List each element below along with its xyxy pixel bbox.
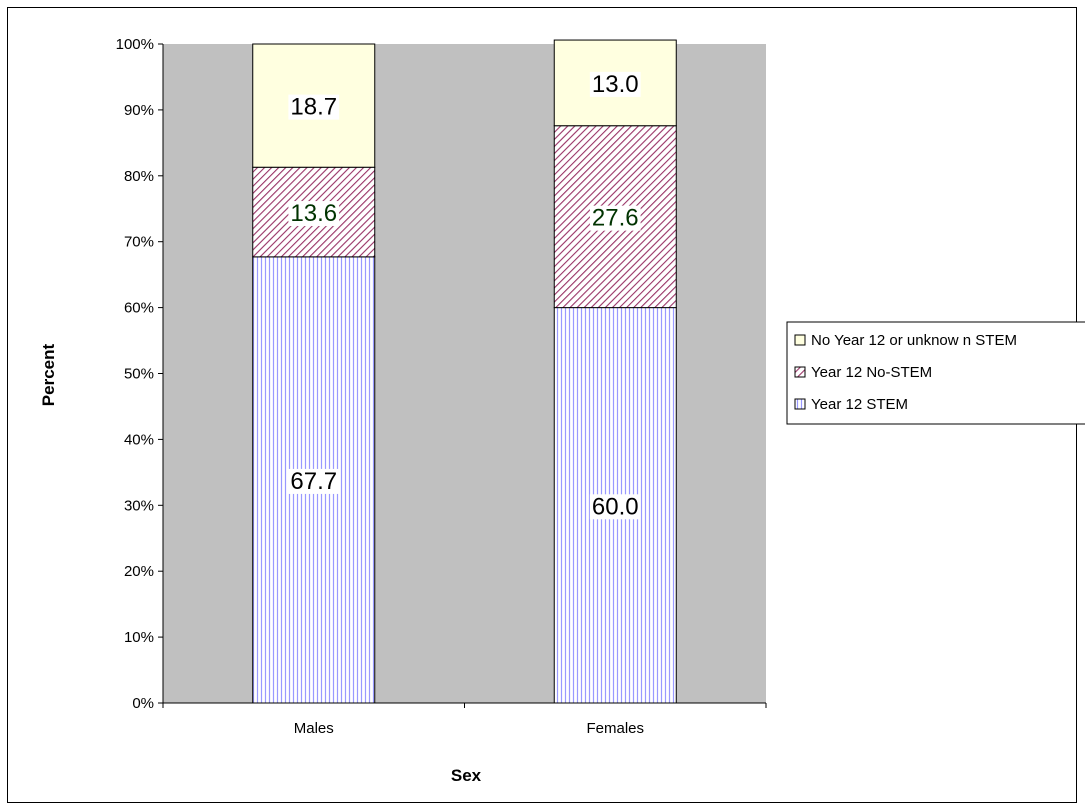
y-tick-label: 70% <box>124 234 154 251</box>
data-label-males-2: 18.7 <box>290 94 337 121</box>
data-label-bg <box>589 494 641 520</box>
y-tick-label: 50% <box>124 366 154 383</box>
x-tick-label: Males <box>294 720 334 737</box>
data-label-females-1: 27.6 <box>592 205 639 232</box>
data-label-bg <box>288 468 340 494</box>
data-label-females-2: 13.0 <box>592 71 639 98</box>
data-label-males-1: 13.6 <box>290 200 337 227</box>
data-label-bg <box>589 205 641 231</box>
legend-swatch <box>794 398 806 410</box>
y-tick-label: 80% <box>124 168 154 185</box>
y-axis-title: Percent <box>39 343 58 406</box>
legend-label: Year 12 No-STEM <box>811 364 932 381</box>
y-tick-label: 40% <box>124 431 154 448</box>
legend-swatch <box>794 334 806 346</box>
data-label-males-0: 67.7 <box>290 468 337 495</box>
data-label-bg <box>589 71 641 97</box>
y-tick-label: 30% <box>124 497 154 514</box>
y-tick-label: 0% <box>132 695 154 712</box>
x-axis-title: Sex <box>451 766 482 785</box>
y-tick-label: 60% <box>124 300 154 317</box>
x-tick-label: Females <box>586 720 644 737</box>
legend-label: Year 12 STEM <box>811 396 908 413</box>
y-tick-label: 20% <box>124 563 154 580</box>
data-label-females-0: 60.0 <box>592 493 639 520</box>
data-label-bg <box>288 201 340 227</box>
legend-swatch <box>794 366 806 378</box>
y-tick-label: 10% <box>124 629 154 646</box>
data-label-bg <box>288 94 340 120</box>
legend-label: No Year 12 or unknow n STEM <box>811 332 1017 349</box>
y-tick-label: 100% <box>116 36 154 53</box>
legend-box <box>786 321 1085 425</box>
y-tick-label: 90% <box>124 102 154 119</box>
